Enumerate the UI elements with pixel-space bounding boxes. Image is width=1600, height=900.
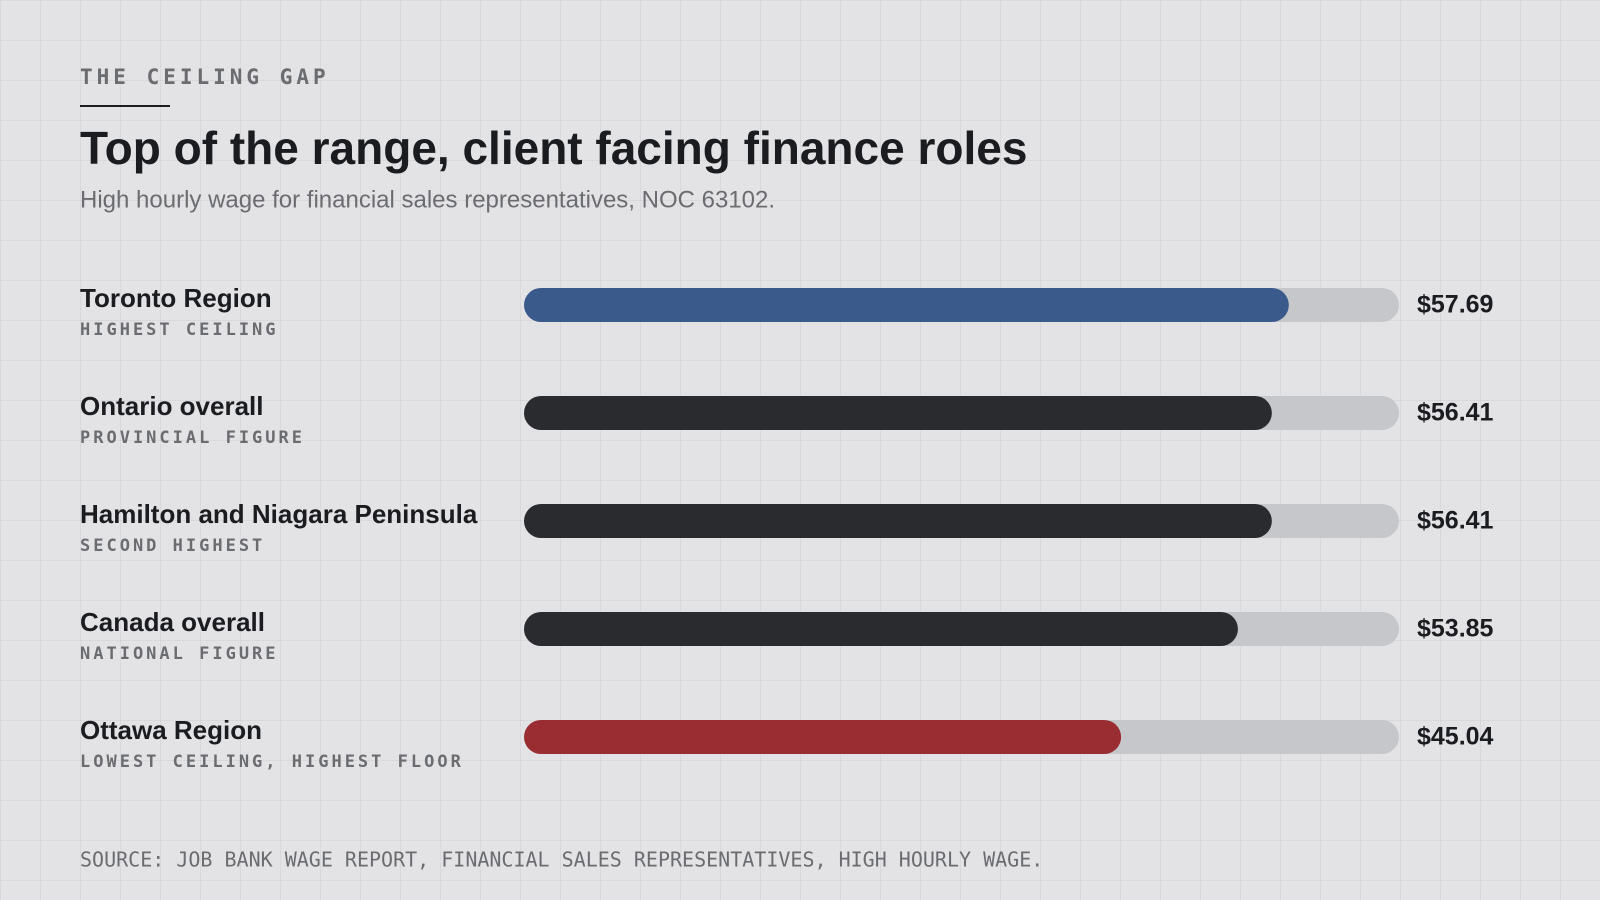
bar <box>524 288 1289 322</box>
value-label: $45.04 <box>1417 723 1494 751</box>
bar <box>524 396 1272 430</box>
category-label: Canada overall <box>80 607 265 637</box>
chart-title: Top of the range, client facing finance … <box>80 122 1027 174</box>
chart-subtitle: High hourly wage for financial sales rep… <box>80 186 775 213</box>
category-note: LOWEST CEILING, HIGHEST FLOOR <box>80 752 464 772</box>
category-label: Hamilton and Niagara Peninsula <box>80 499 478 529</box>
eyebrow: THE CEILING GAP <box>80 65 330 89</box>
category-note: PROVINCIAL FIGURE <box>80 428 305 448</box>
value-label: $57.69 <box>1417 291 1493 319</box>
category-note: SECOND HIGHEST <box>80 536 265 556</box>
bar <box>524 720 1122 754</box>
category-label: Ottawa Region <box>80 715 262 745</box>
source: SOURCE: JOB BANK WAGE REPORT, FINANCIAL … <box>80 848 1043 872</box>
value-label: $56.41 <box>1417 399 1494 427</box>
category-note: NATIONAL FIGURE <box>80 644 279 664</box>
category-note: HIGHEST CEILING <box>80 320 279 340</box>
bar <box>524 504 1272 538</box>
bar <box>524 612 1238 646</box>
category-label: Ontario overall <box>80 391 264 421</box>
category-label: Toronto Region <box>80 283 272 313</box>
value-label: $53.85 <box>1417 615 1494 643</box>
value-label: $56.41 <box>1417 507 1494 535</box>
